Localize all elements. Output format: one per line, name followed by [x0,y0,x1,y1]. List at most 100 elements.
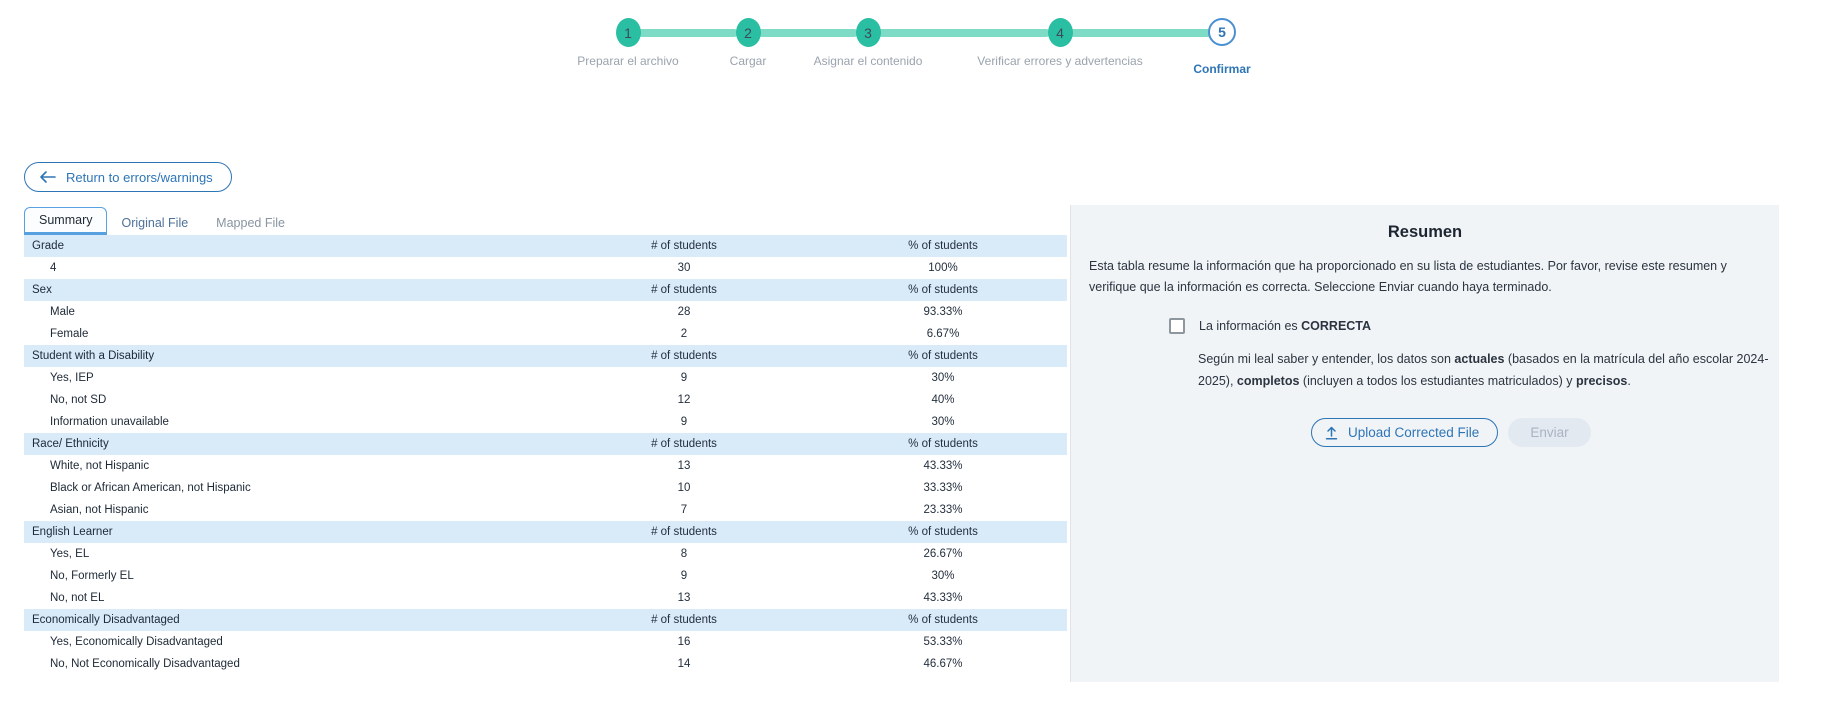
count-cell: 14 [677,658,691,670]
table-row: Black or African American, not Hispanic 1… [24,477,1067,499]
row-label: Yes, EL [50,548,90,560]
percent-cell: % of students [908,438,978,450]
table-row: No, not EL 13 43.33% [24,587,1067,609]
section-name: Race/ Ethnicity [32,438,109,450]
percent-cell: % of students [908,526,978,538]
confirm-panel: Resumen Esta tabla resume la información… [1070,205,1779,682]
information-correct-label[interactable]: La información es CORRECTA [1199,319,1372,333]
count-cell: 7 [680,504,688,516]
percent-cell: 23.33% [923,504,963,516]
step-2-label: Cargar [729,54,767,68]
tab-original-file[interactable]: Original File [121,216,189,230]
table-row: No, Not Economically Disadvantaged 14 46.6… [24,653,1067,675]
tab-mapped-file[interactable]: Mapped File [216,216,285,230]
section-header-row: Race/ Ethnicity # of students % of student… [24,433,1067,455]
submit-button[interactable]: Enviar [1508,418,1591,447]
table-row: Yes, Economically Disadvantaged 16 53.33% [24,631,1067,653]
row-label: Male [50,306,75,318]
upload-icon [1324,425,1339,441]
step-4-circle[interactable]: 4 [1047,18,1073,47]
section-name: English Learner [32,526,113,538]
table-row: Male 28 93.33% [24,301,1067,323]
table-row: Asian, not Hispanic 7 23.33% [24,499,1067,521]
row-label: No, Formerly EL [50,570,134,582]
stepper-connector [638,29,738,37]
return-to-errors-button[interactable]: Return to errors/warnings [24,162,232,192]
percent-cell: 33.33% [923,482,963,494]
count-cell: 28 [677,306,691,318]
count-cell: 9 [680,570,688,582]
table-row: No, Formerly EL 9 30% [24,565,1067,587]
row-label: Asian, not Hispanic [50,504,149,516]
tab-summary[interactable]: Summary [24,207,108,235]
stepper-connector [1070,29,1212,37]
wizard-stepper: 1 Preparar el archivo 2 Cargar 3 Asignar el c… [0,0,1827,90]
panel-title: Resumen [1387,223,1463,241]
row-label: Yes, Economically Disadvantaged [50,636,223,648]
row-label: Female [50,328,89,340]
section-header-row: Grade # of students % of students [24,235,1067,257]
percent-cell: 93.33% [923,306,963,318]
step-1-circle[interactable]: 1 [615,18,641,47]
percent-cell: % of students [908,240,978,252]
count-cell: # of students [651,438,717,450]
stepper-connector [878,29,1050,37]
step-4-label: Verificar errores y advertencias [977,54,1143,68]
upload-button-label: Upload Corrected File [1348,425,1480,440]
table-row: Information unavailable 9 30% [24,411,1067,433]
row-label: No, not SD [50,394,107,406]
panel-buttons: Upload Corrected File Enviar [1311,418,1591,447]
count-cell: # of students [651,284,717,296]
percent-cell: % of students [908,614,978,626]
count-cell: 8 [680,548,688,560]
row-label: Black or African American, not Hispanic [50,482,251,494]
percent-cell: 26.67% [923,548,963,560]
percent-cell: % of students [908,350,978,362]
count-cell: 13 [677,592,691,604]
percent-cell: 30% [931,570,955,582]
percent-cell: 30% [931,372,955,384]
arrow-left-icon [39,170,56,184]
step-3-label: Asignar el contenido [813,54,923,68]
row-label: Yes, IEP [50,372,94,384]
count-cell: 2 [680,328,688,340]
count-cell: 30 [677,262,691,274]
file-tabs: Summary Original File Mapped File [24,207,299,235]
count-cell: # of students [651,526,717,538]
count-cell: 13 [677,460,691,472]
table-row: Yes, IEP 9 30% [24,367,1067,389]
count-cell: # of students [651,614,717,626]
row-label: 4 [50,262,57,274]
section-name: Grade [32,240,64,252]
row-label: No, Not Economically Disadvantaged [50,658,240,670]
percent-cell: 53.33% [923,636,963,648]
information-correct-checkbox[interactable] [1169,318,1185,334]
section-name: Student with a Disability [32,350,155,362]
correct-checkbox-row: La información es CORRECTA [1169,318,1371,334]
step-5-circle[interactable]: 5 [1208,18,1236,46]
count-cell: 9 [680,372,688,384]
upload-corrected-file-button[interactable]: Upload Corrected File [1311,418,1499,447]
step-3-circle[interactable]: 3 [855,18,881,47]
section-name: Economically Disadvantaged [32,614,180,626]
table-row: Female 2 6.67% [24,323,1067,345]
summary-table: Grade # of students % of students 4 30 100% Se… [24,235,1067,675]
section-name: Sex [32,284,52,296]
table-row: No, not SD 12 40% [24,389,1067,411]
section-header-row: Student with a Disability # of students % … [24,345,1067,367]
percent-cell: % of students [908,284,978,296]
section-header-row: Sex # of students % of students [24,279,1067,301]
count-cell: 9 [680,416,688,428]
count-cell: # of students [651,350,717,362]
panel-intro-text: Esta tabla resume la información que ha … [1089,259,1727,294]
step-5-label: Confirmar [1193,62,1251,76]
step-2-circle[interactable]: 2 [735,18,761,47]
percent-cell: 30% [931,416,955,428]
percent-cell: 6.67% [926,328,960,340]
percent-cell: 100% [928,262,958,274]
return-button-label: Return to errors/warnings [66,169,213,185]
step-1-label: Preparar el archivo [577,54,679,68]
section-header-row: Economically Disadvantaged # of students%… [24,609,1067,631]
stepper-connector [758,29,858,37]
table-row: 4 30 100% [24,257,1067,279]
